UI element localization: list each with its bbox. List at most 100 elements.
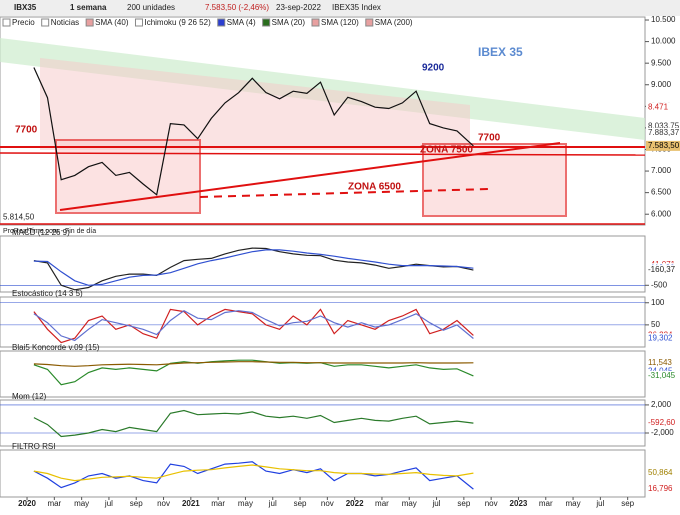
- panel: [0, 449, 646, 498]
- panel-title: Blai5 Koncorde v.09 (15): [12, 343, 100, 352]
- panel-title: Mom (12): [12, 392, 47, 401]
- series-line: [33, 308, 474, 344]
- date: 23-sep-2022: [276, 3, 321, 12]
- low-label: 5.814,50: [3, 212, 35, 221]
- value-tag-label: 11,543: [648, 358, 672, 367]
- x-tick-label: mar: [375, 499, 389, 508]
- x-tick-label: nov: [485, 499, 498, 508]
- value-tag: [646, 140, 680, 151]
- value-tag: [646, 484, 680, 495]
- y-tick-label: 10.000: [651, 37, 676, 46]
- value-tag: [646, 333, 680, 344]
- value-tag-label: 8.471: [648, 103, 669, 112]
- legend-entry: SMA (4): [227, 18, 256, 27]
- source: ProRealTime.com - Fin de día: [3, 228, 96, 235]
- x-tick-label: may: [74, 499, 89, 508]
- y-tick-label: 100: [651, 298, 665, 307]
- series-line: [33, 464, 474, 482]
- legend-swatch: [262, 18, 271, 27]
- trend-line: [59, 142, 561, 211]
- quote: 7.583,50 (-2,46%): [205, 3, 269, 12]
- value-tag: [646, 102, 680, 113]
- series-line: [33, 247, 474, 291]
- value-tag-label: 7.883,37: [648, 128, 680, 137]
- level-label: 7700: [15, 125, 38, 136]
- x-tick-label: may: [402, 499, 417, 508]
- y-tick-label: -2,000: [651, 428, 674, 437]
- y-tick-label: 9.000: [651, 80, 672, 89]
- zone-label: ZONA 6500: [348, 182, 401, 193]
- panel: [0, 350, 646, 398]
- legend-entry: SMA (40): [95, 18, 129, 27]
- legend-swatch: [85, 18, 94, 27]
- zone-box: [55, 139, 201, 214]
- period[interactable]: 1 semana: [70, 3, 107, 12]
- level-label: 7700: [478, 133, 501, 144]
- zone-box: [422, 143, 567, 217]
- legend-entry: Noticias: [51, 18, 79, 27]
- value-tag-label: 7.583,50: [648, 141, 680, 150]
- legend-swatch: [217, 18, 226, 27]
- value-tag-label: 8.033,75: [648, 122, 680, 131]
- panel: [0, 399, 646, 447]
- x-tick-label: 2023: [510, 499, 528, 508]
- y-tick-label: 10.500: [651, 15, 676, 24]
- x-tick-label: sep: [621, 499, 634, 508]
- index-name: IBEX35 Index: [332, 3, 381, 12]
- panel: [0, 296, 646, 348]
- value-tag-label: 19,302: [648, 334, 673, 343]
- y-tick-label: 6.500: [651, 188, 672, 197]
- x-tick-label: 2020: [18, 499, 36, 508]
- legend-swatch: [365, 18, 374, 27]
- legend-swatch: [2, 18, 11, 27]
- toolbar: [0, 0, 680, 16]
- value-tag: [646, 265, 680, 276]
- x-tick-label: jul: [432, 499, 441, 508]
- y-tick-label: 50: [651, 320, 660, 329]
- x-tick-label: mar: [211, 499, 225, 508]
- x-tick-label: mar: [539, 499, 553, 508]
- level-label: 9200: [422, 63, 445, 74]
- value-tag: [646, 468, 680, 479]
- legend-swatch: [311, 18, 320, 27]
- value-tag: [646, 418, 680, 429]
- legend-entry: Ichimoku (9 26 52): [144, 18, 211, 27]
- level-line: [0, 152, 646, 156]
- dashed-level: [199, 188, 491, 198]
- series-line: [33, 359, 474, 386]
- x-tick-label: jul: [268, 499, 277, 508]
- value-tag-label: -160,37: [648, 265, 676, 274]
- legend-entry: Precio: [12, 18, 35, 27]
- symbol[interactable]: IBX35: [14, 3, 37, 12]
- panel: [0, 235, 646, 293]
- x-tick-label: nov: [157, 499, 170, 508]
- value-tag-label: 24,045: [648, 366, 673, 375]
- value-tag: [646, 127, 680, 138]
- series-line: [33, 249, 474, 286]
- x-tick-label: sep: [294, 499, 307, 508]
- legend-entry: SMA (20): [272, 18, 306, 27]
- x-tick-label: 2022: [346, 499, 364, 508]
- zone-label: ZONA 7500: [420, 145, 473, 156]
- units[interactable]: 200 unidades: [127, 3, 175, 12]
- legend-entry: SMA (120): [321, 18, 359, 27]
- x-tick-label: 2021: [182, 499, 200, 508]
- series-line: [33, 67, 474, 196]
- value-tag: [646, 121, 680, 132]
- panel-title: MACD (12 26 9): [12, 228, 70, 237]
- y-tick-label: 9.500: [651, 58, 672, 67]
- legend-entry: SMA (200): [375, 18, 413, 27]
- cloud: [40, 58, 470, 150]
- series-line: [33, 461, 474, 490]
- legend-swatch: [41, 18, 50, 27]
- value-tag-label: 16,796: [648, 484, 673, 493]
- value-tag: [646, 370, 680, 381]
- x-tick-label: sep: [130, 499, 143, 508]
- value-tag: [646, 357, 680, 368]
- y-tick-label: 6.000: [651, 209, 672, 218]
- x-tick-label: jul: [104, 499, 113, 508]
- chart-title: IBEX 35: [478, 45, 523, 59]
- value-tag-label: -31,045: [648, 371, 676, 380]
